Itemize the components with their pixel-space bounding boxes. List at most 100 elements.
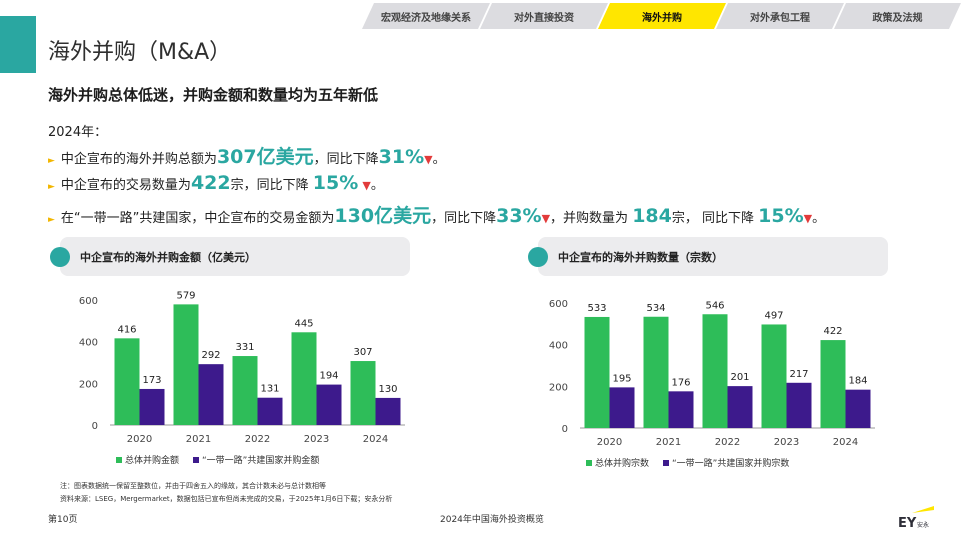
chart2-title: 中企宣布的海外并购数量（宗数） <box>558 250 723 264</box>
bar-total <box>702 314 728 428</box>
data-label: 422 <box>823 326 842 337</box>
legend-label: 总体并购金额 <box>125 454 179 466</box>
y-tick-label: 0 <box>92 421 98 432</box>
x-tick-label: 2022 <box>715 437 740 448</box>
bar-bri <box>727 386 753 428</box>
y-tick-label: 600 <box>549 299 568 310</box>
down-arrow-icon: ▼ <box>541 212 551 225</box>
bar-bri <box>845 389 871 428</box>
bullet-marker-icon: ► <box>48 156 55 166</box>
data-label: 195 <box>612 373 631 384</box>
bar-total <box>173 304 199 425</box>
data-label: 176 <box>671 377 690 388</box>
bullet-total-value: ► 中企宣布的海外并购总额为307亿美元，同比下降31%▼。 <box>48 146 446 168</box>
data-label: 131 <box>260 384 279 395</box>
footer-title: 2024年中国海外投资概览 <box>440 515 544 525</box>
bar-bri <box>198 364 224 425</box>
data-label: 307 <box>353 347 372 358</box>
legend-label: 总体并购宗数 <box>595 457 649 469</box>
data-label: 331 <box>235 342 254 353</box>
legend-swatch <box>663 460 669 466</box>
data-label: 292 <box>201 350 220 361</box>
bar-bri <box>668 391 694 428</box>
legend-swatch <box>586 460 592 466</box>
tab-ma[interactable]: 海外并购 <box>598 3 726 29</box>
data-label: 416 <box>117 324 136 335</box>
bar-total <box>584 316 610 428</box>
x-tick-label: 2022 <box>245 434 270 445</box>
tab-policy[interactable]: 政策及法规 <box>834 3 961 29</box>
bar-bri <box>257 397 283 425</box>
svg-text:安永: 安永 <box>917 521 929 529</box>
data-label: 201 <box>730 372 749 383</box>
down-arrow-icon: ▼ <box>803 212 813 225</box>
y-tick-label: 600 <box>79 296 98 307</box>
data-label: 533 <box>587 303 606 314</box>
x-tick-label: 2023 <box>304 434 329 445</box>
y-tick-label: 200 <box>549 382 568 393</box>
data-label: 497 <box>764 310 783 321</box>
x-tick-label: 2024 <box>363 434 388 445</box>
legend-swatch <box>193 457 199 463</box>
bullet-bri: ► 在“一带一路”共建国家，中企宣布的交易金额为130亿美元，同比下降33%▼，并… <box>48 205 826 227</box>
tab-contracting[interactable]: 对外承包工程 <box>716 3 844 29</box>
header-dot-icon <box>528 246 548 267</box>
data-label: 546 <box>705 300 724 311</box>
chart1-title: 中企宣布的海外并购金额（亿美元） <box>80 250 256 264</box>
chart-ma-value: 0 200 400 600 416 173 2020 579 292 2021 331 131 2022… <box>79 290 405 466</box>
x-tick-label: 2020 <box>127 434 152 445</box>
bar-total <box>291 332 317 425</box>
bullet-deal-count: ► 中企宣布的交易数量为422宗，同比下降 15% ▼。 <box>48 172 384 194</box>
tab-macro[interactable]: 宏观经济及地缘关系 <box>362 3 490 29</box>
legend-label: “一带一路”共建国家并购金额 <box>202 454 319 466</box>
bar-total <box>761 324 787 428</box>
x-tick-label: 2023 <box>774 437 799 448</box>
bar-bri <box>139 388 165 425</box>
bar-total <box>114 338 140 425</box>
bar-total <box>643 316 669 428</box>
data-label: 217 <box>789 369 808 380</box>
footnote: 注：图表数据统一保留至整数位，并由于四舍五入的缘故，其合计数未必与总计数相等 <box>60 482 326 490</box>
bar-total <box>820 340 846 428</box>
year-label: 2024年： <box>48 125 108 140</box>
bar-total <box>232 356 258 425</box>
section-tabs: 宏观经济及地缘关系 对外直接投资 海外并购 对外承包工程 政策及法规 <box>362 3 961 29</box>
legend-label: “一带一路”共建国家并购宗数 <box>672 457 789 469</box>
headline: 海外并购总体低迷，并购金额和数量均为五年新低 <box>48 86 379 104</box>
bullet-marker-icon: ► <box>48 215 55 225</box>
x-tick-label: 2021 <box>186 434 211 445</box>
x-tick-label: 2024 <box>833 437 858 448</box>
x-tick-label: 2021 <box>656 437 681 448</box>
legend-swatch <box>116 457 122 463</box>
chart-ma-count: 0 200 400 600 533 195 2020 534 176 2021 546 201 2022… <box>549 299 875 469</box>
data-label: 173 <box>142 375 161 386</box>
data-label: 184 <box>848 376 867 387</box>
bar-bri <box>375 397 401 425</box>
title-accent-bar <box>0 16 36 73</box>
svg-text:EY: EY <box>898 516 917 529</box>
down-arrow-icon: ▼ <box>362 179 371 192</box>
y-tick-label: 200 <box>79 379 98 390</box>
data-label: 579 <box>176 290 195 301</box>
page-title: 海外并购（M&A） <box>48 40 232 65</box>
bullet-marker-icon: ► <box>48 182 55 192</box>
ey-logo-icon: EY 安永 <box>898 506 934 529</box>
bar-bri <box>609 387 635 428</box>
data-label: 534 <box>646 303 665 314</box>
y-tick-label: 400 <box>79 338 98 349</box>
tab-odi[interactable]: 对外直接投资 <box>480 3 608 29</box>
bar-bri <box>786 382 812 428</box>
data-label: 130 <box>378 384 397 395</box>
header-dot-icon <box>50 246 70 267</box>
y-tick-label: 400 <box>549 341 568 352</box>
source-note: 资料来源：LSEG，Mergermarket，数据包括已宣布但尚未完成的交易，于… <box>60 495 393 503</box>
x-tick-label: 2020 <box>597 437 622 448</box>
down-arrow-icon: ▼ <box>424 153 433 166</box>
page-number: 第10页 <box>48 515 78 525</box>
y-tick-label: 0 <box>562 424 568 435</box>
bar-bri <box>316 384 342 425</box>
chart2-header: 中企宣布的海外并购数量（宗数） <box>528 237 888 276</box>
bar-total <box>350 361 376 425</box>
chart1-header: 中企宣布的海外并购金额（亿美元） <box>50 237 410 276</box>
data-label: 445 <box>294 318 313 329</box>
